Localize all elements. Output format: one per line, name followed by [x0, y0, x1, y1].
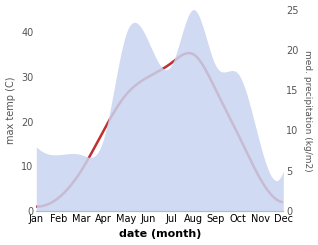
Y-axis label: max temp (C): max temp (C): [5, 77, 16, 144]
X-axis label: date (month): date (month): [119, 230, 201, 239]
Y-axis label: med. precipitation (kg/m2): med. precipitation (kg/m2): [303, 49, 313, 171]
